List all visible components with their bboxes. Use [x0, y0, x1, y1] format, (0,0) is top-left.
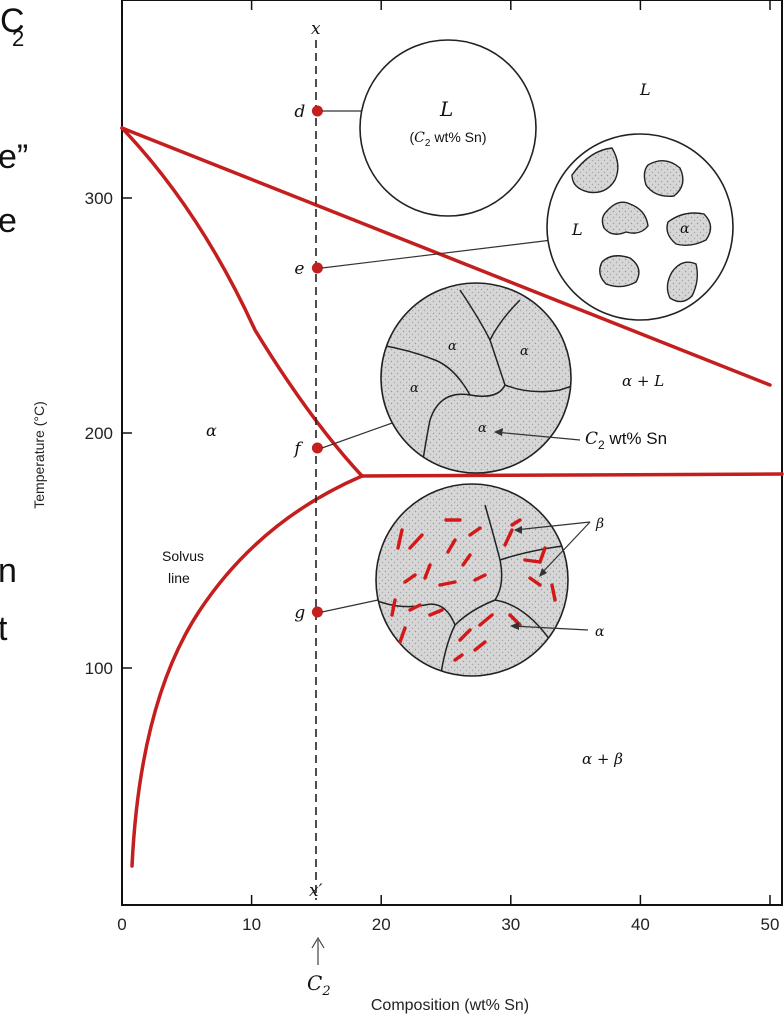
y-tick-label: 200 — [85, 424, 113, 443]
path-point-label-e: e — [294, 259, 304, 279]
x-tick-label: 10 — [242, 915, 261, 934]
region-label-alpha-plus-beta: α + β — [582, 750, 623, 768]
micro-f-grain-3: α — [410, 381, 419, 396]
micro-g-alpha: α — [595, 624, 605, 640]
microstructure-e: L α — [321, 133, 734, 321]
microstructure-g: β α — [321, 483, 605, 677]
beta-precipitates — [390, 518, 557, 662]
plot-frame — [121, 0, 783, 906]
x-tick-label: 20 — [372, 915, 391, 934]
eutectic-isotherm — [360, 472, 784, 478]
region-label-liquid: L — [639, 80, 651, 99]
micro-e-alpha: α — [680, 221, 690, 237]
x-tick-label: 40 — [631, 915, 650, 934]
y-tick-label: 100 — [85, 659, 113, 678]
slide-fragment-top-sub: 2 — [12, 26, 24, 51]
solvus-label-line1: Solvus — [162, 548, 204, 564]
composition-marker-label: C2 — [307, 971, 331, 999]
x-axis-label: Composition (wt% Sn) — [371, 997, 529, 1014]
solidus-line — [120, 126, 364, 478]
microstructure-f: α α α α C2 wt% Sn — [321, 282, 667, 474]
path-point-e — [311, 262, 323, 274]
path-point-g — [311, 606, 323, 618]
micro-f-grain-2: α — [520, 344, 529, 359]
slide-fragment-4: n — [0, 552, 17, 590]
micro-f-grain-4: α — [478, 421, 487, 436]
path-point-f — [311, 442, 323, 454]
micro-e-liquid: L — [571, 220, 583, 239]
y-tick-label: 300 — [85, 189, 113, 208]
solvus-line — [130, 474, 364, 868]
slide-fragment-5: t — [0, 610, 8, 648]
path-bottom-label: x′ — [309, 881, 323, 901]
cooling-path-points: d e f g — [292, 102, 323, 623]
y-axis-label: Temperature (°C) — [31, 401, 47, 509]
slide-fragment-top: C — [0, 2, 25, 40]
grain-boundaries-f — [381, 289, 571, 473]
solvus-label-line2: line — [168, 570, 190, 586]
x-axis-ticks: 0 10 20 30 40 50 — [117, 0, 779, 934]
liquidus-line — [120, 126, 772, 387]
x-tick-label: 50 — [761, 915, 780, 934]
slide-fragment-3: e — [0, 202, 17, 240]
path-point-d — [311, 105, 323, 117]
alpha-particles — [571, 147, 712, 303]
slide-fragment-2: e” — [0, 138, 28, 176]
x-tick-label: 30 — [501, 915, 520, 934]
path-point-label-d: d — [294, 102, 305, 122]
region-label-alpha: α — [206, 421, 217, 440]
region-label-alpha-plus-liquid: α + L — [622, 372, 664, 390]
micro-d-phase: L — [439, 97, 453, 121]
phase-boundaries — [120, 126, 784, 868]
path-top-label: x — [311, 19, 321, 39]
micro-f-callout: C2 wt% Sn — [585, 429, 667, 452]
microstructure-d: L (C2 wt% Sn) — [322, 39, 537, 217]
x-tick-label: 0 — [117, 915, 126, 934]
slide-text-fragments: C 2 e” e n t — [0, 2, 28, 648]
path-point-label-g: g — [294, 603, 305, 623]
micro-g-beta: β — [595, 516, 604, 532]
y-axis-ticks: 100 200 300 — [85, 189, 132, 678]
micro-d-composition: (C2 wt% Sn) — [410, 129, 487, 149]
composition-marker: C2 — [307, 936, 331, 999]
micro-f-grain-1: α — [448, 339, 457, 354]
path-point-label-f: f — [292, 439, 303, 459]
